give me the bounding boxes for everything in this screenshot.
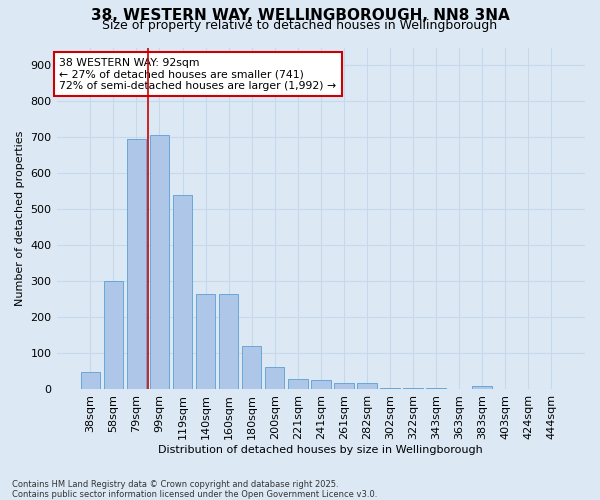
Bar [265,367,284,390]
Bar [357,383,377,390]
Text: Contains HM Land Registry data © Crown copyright and database right 2025.
Contai: Contains HM Land Registry data © Crown c… [12,480,377,499]
Bar [173,195,193,390]
Bar [496,388,515,390]
Bar [196,294,215,390]
Bar [242,346,262,390]
Bar [149,136,169,390]
Bar [403,388,423,390]
X-axis label: Distribution of detached houses by size in Wellingborough: Distribution of detached houses by size … [158,445,483,455]
Bar [288,378,308,390]
Bar [334,383,353,390]
Y-axis label: Number of detached properties: Number of detached properties [15,131,25,306]
Bar [472,386,492,390]
Bar [311,380,331,390]
Bar [426,388,446,390]
Bar [127,140,146,390]
Bar [541,388,561,390]
Text: Size of property relative to detached houses in Wellingborough: Size of property relative to detached ho… [103,18,497,32]
Bar [219,294,238,390]
Text: 38, WESTERN WAY, WELLINGBOROUGH, NN8 3NA: 38, WESTERN WAY, WELLINGBOROUGH, NN8 3NA [91,8,509,22]
Bar [80,372,100,390]
Bar [104,282,123,390]
Bar [380,388,400,390]
Text: 38 WESTERN WAY: 92sqm
← 27% of detached houses are smaller (741)
72% of semi-det: 38 WESTERN WAY: 92sqm ← 27% of detached … [59,58,337,91]
